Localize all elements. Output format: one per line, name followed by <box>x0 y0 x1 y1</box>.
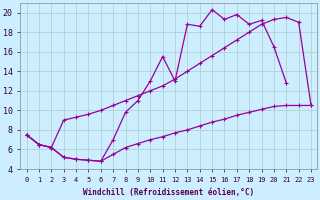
X-axis label: Windchill (Refroidissement éolien,°C): Windchill (Refroidissement éolien,°C) <box>83 188 254 197</box>
